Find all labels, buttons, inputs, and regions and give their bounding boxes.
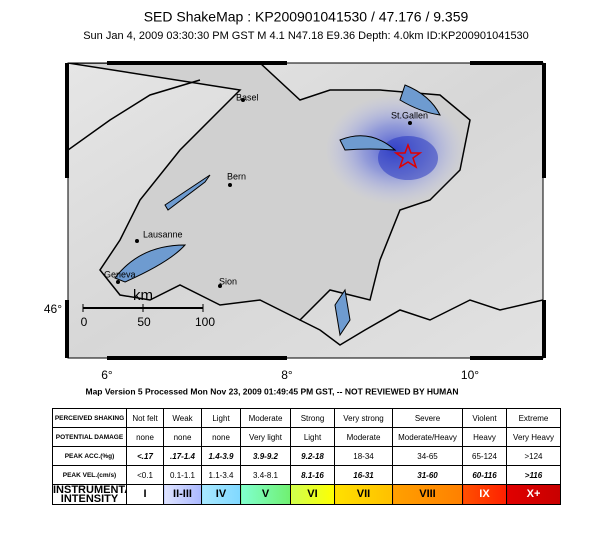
legend-cell: 8.1-16 [290,465,335,485]
legend-cell: IV [201,484,241,505]
legend-cell: 3.4-8.1 [240,465,291,485]
legend-cell: 3.9-9.2 [240,446,291,466]
map-note: Map Version 5 Processed Mon Nov 23, 2009… [85,386,458,396]
scale-unit: km [133,287,153,304]
legend-row: PERCEIVED SHAKING Not felt Weak Light Modera… [52,408,561,428]
legend-row: POTENTIAL DAMAGE none none none Very light Li… [52,427,561,447]
legend-cell: none [201,427,241,447]
city-label: Sion [219,276,237,286]
legend-cell: VII [334,484,393,505]
legend-cell: Weak [163,408,202,428]
legend-cell: .17-1.4 [163,446,202,466]
legend-cell: 18-34 [334,446,393,466]
city-label: Lausanne [143,229,183,239]
frame-bars [65,61,546,360]
legend-cell: 0.1-1.1 [163,465,202,485]
city-label: Bern [227,171,246,181]
legend-row: PEAK ACC.(%g) <.17.17-1.4 1.4-3.9 3.9-9.2 9.… [52,446,561,466]
lon-label: 10° [461,368,479,382]
legend-cell: Moderate [334,427,393,447]
legend-cell: >116 [506,465,561,485]
legend-cell: Very Heavy [506,427,561,447]
map-area: Basel St.Gallen Bern Lausanne Geneva Sio… [68,63,543,358]
legend-cell: VI [290,484,335,505]
legend-cell: IX [462,484,507,505]
legend-cell: 34-65 [392,446,463,466]
legend-row: PEAK VEL.(cm/s) <0.1 0.1-1.1 1.1-3.4 3.4-8.1… [52,465,561,485]
map-title: SED ShakeMap : KP200901041530 / 47.176 /… [144,9,469,25]
map-subtitle: Sun Jan 4, 2009 03:30:30 PM GST M 4.1 N4… [83,30,529,42]
legend-cell: X+ [506,484,561,505]
lat-label: 46° [44,302,62,316]
legend-cell: none [163,427,202,447]
legend-cell: Moderate/Heavy [392,427,463,447]
legend-cell: Light [290,427,335,447]
legend-cell: II-III [163,484,202,505]
legend-cell: Light [201,408,241,428]
row-header: PERCEIVED SHAKING [52,408,127,428]
map-figure: SED ShakeMap : KP200901041530 / 47.176 /… [44,9,546,396]
scale-label: 100 [195,315,215,329]
city-label: St.Gallen [391,110,428,120]
row-header: INSTRUMENTAL INTENSITY [52,484,127,505]
legend-cell: <.17 [126,446,164,466]
city-label: Basel [236,92,259,102]
intensity-legend: PERCEIVED SHAKING Not felt Weak Light Modera… [52,408,561,505]
legend-cell: Strong [290,408,335,428]
legend-cell: 65-124 [462,446,507,466]
legend-cell: >124 [506,446,561,466]
row-header: POTENTIAL DAMAGE [52,427,127,447]
legend-cell: Severe [392,408,463,428]
legend-cell: 1.1-3.4 [201,465,241,485]
legend-cell: none [126,427,164,447]
legend-cell: Moderate [240,408,291,428]
legend-cell: Violent [462,408,507,428]
legend-cell: 60-116 [462,465,507,485]
legend-cell: Very light [240,427,291,447]
legend-cell: Very strong [334,408,393,428]
legend-cell: Extreme [506,408,561,428]
scale-label: 50 [137,315,151,329]
legend-cell: VIII [392,484,463,505]
row-header: PEAK VEL.(cm/s) [52,465,127,485]
legend-cell: 1.4-3.9 [201,446,241,466]
legend-cell: 16-31 [334,465,393,485]
legend-cell: I [126,484,164,505]
legend-row: INSTRUMENTAL INTENSITYIII-IIIIVVVIVIIVII… [52,484,561,505]
lon-label: 8° [281,368,293,382]
scale-label: 0 [81,315,88,329]
legend-cell: 9.2-18 [290,446,335,466]
city-label: Geneva [104,269,136,279]
lon-label: 6° [101,368,113,382]
legend-cell: <0.1 [126,465,164,485]
legend-cell: Heavy [462,427,507,447]
legend-cell: Not felt [126,408,164,428]
legend-cell: V [240,484,291,505]
row-header: PEAK ACC.(%g) [52,446,127,466]
legend-cell: 31-60 [392,465,463,485]
